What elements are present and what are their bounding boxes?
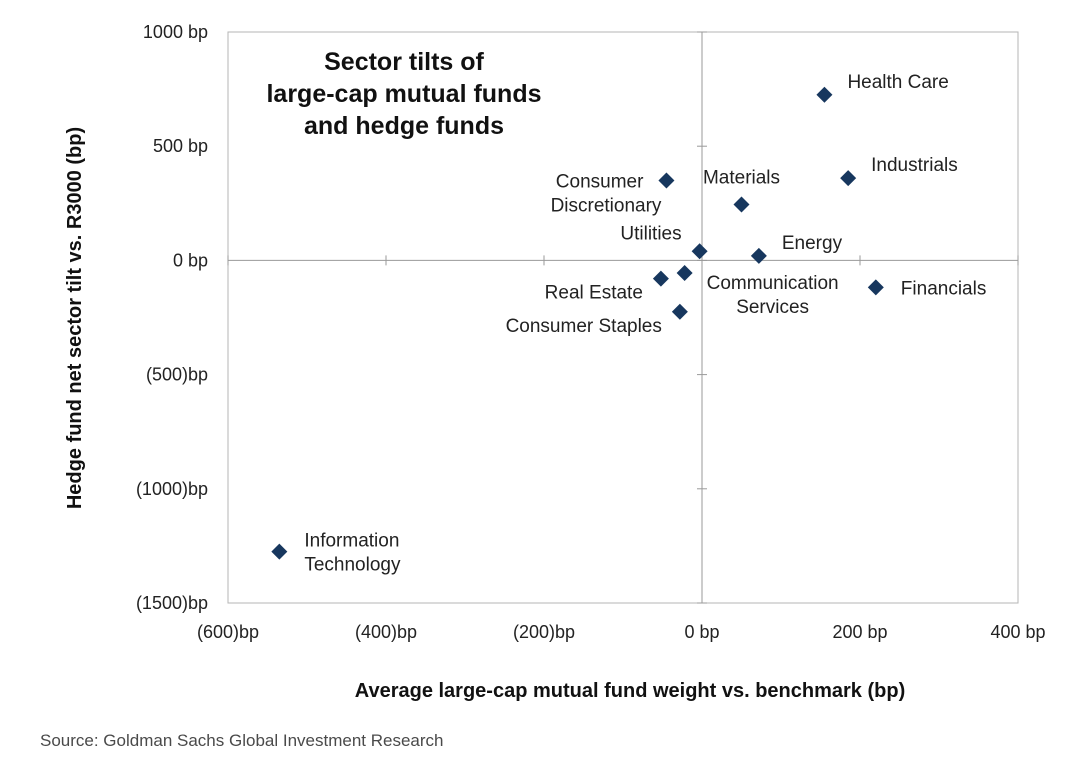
point-communication-services (676, 264, 693, 281)
x-tick-label: (200)bp (513, 622, 575, 642)
source-note: Source: Goldman Sachs Global Investment … (40, 731, 444, 750)
point-energy (750, 247, 767, 264)
point-label-communication-services: Communication Services (707, 273, 839, 318)
point-label-energy: Energy (782, 233, 843, 254)
point-label-consumer-staples: Consumer Staples (506, 316, 662, 337)
point-utilities (691, 243, 708, 260)
point-consumer-discretionary (658, 172, 675, 189)
x-tick-label: (400)bp (355, 622, 417, 642)
chart-title-line: large-cap mutual funds (266, 80, 541, 108)
x-tick-label: (600)bp (197, 622, 259, 642)
point-industrials (840, 170, 857, 187)
point-label-health-care: Health Care (847, 72, 948, 93)
point-label-materials: Materials (703, 167, 780, 188)
point-health-care (816, 86, 833, 103)
chart-title-line: and hedge funds (304, 112, 504, 140)
plot-area-frame (227, 31, 1019, 604)
point-label-utilities: Utilities (620, 223, 681, 244)
x-tick-label: 0 bp (684, 622, 719, 642)
point-label-real-estate: Real Estate (545, 283, 643, 304)
y-tick-label: 500 bp (153, 136, 208, 156)
point-label-financials: Financials (901, 278, 987, 299)
point-label-consumer-discretionary: Consumer Discretionary (551, 171, 662, 216)
y-tick-label: (1000)bp (136, 479, 208, 499)
point-consumer-staples (671, 303, 688, 320)
y-tick-label: (500)bp (146, 365, 208, 385)
y-tick-label: (1500)bp (136, 593, 208, 613)
chart-title-line: Sector tilts of (324, 48, 484, 76)
point-label-industrials: Industrials (871, 155, 958, 176)
point-information-technology (271, 543, 288, 560)
y-axis-title: Hedge fund net sector tilt vs. R3000 (bp… (64, 127, 86, 509)
y-tick-label: 1000 bp (143, 22, 208, 42)
point-label-information-technology: Information Technology (304, 531, 401, 576)
point-materials (733, 196, 750, 213)
point-real-estate (652, 270, 669, 287)
x-tick-label: 200 bp (832, 622, 887, 642)
x-axis-title: Average large-cap mutual fund weight vs.… (355, 680, 905, 702)
y-tick-label: 0 bp (173, 250, 208, 270)
x-tick-label: 400 bp (990, 622, 1045, 642)
point-financials (867, 279, 884, 296)
